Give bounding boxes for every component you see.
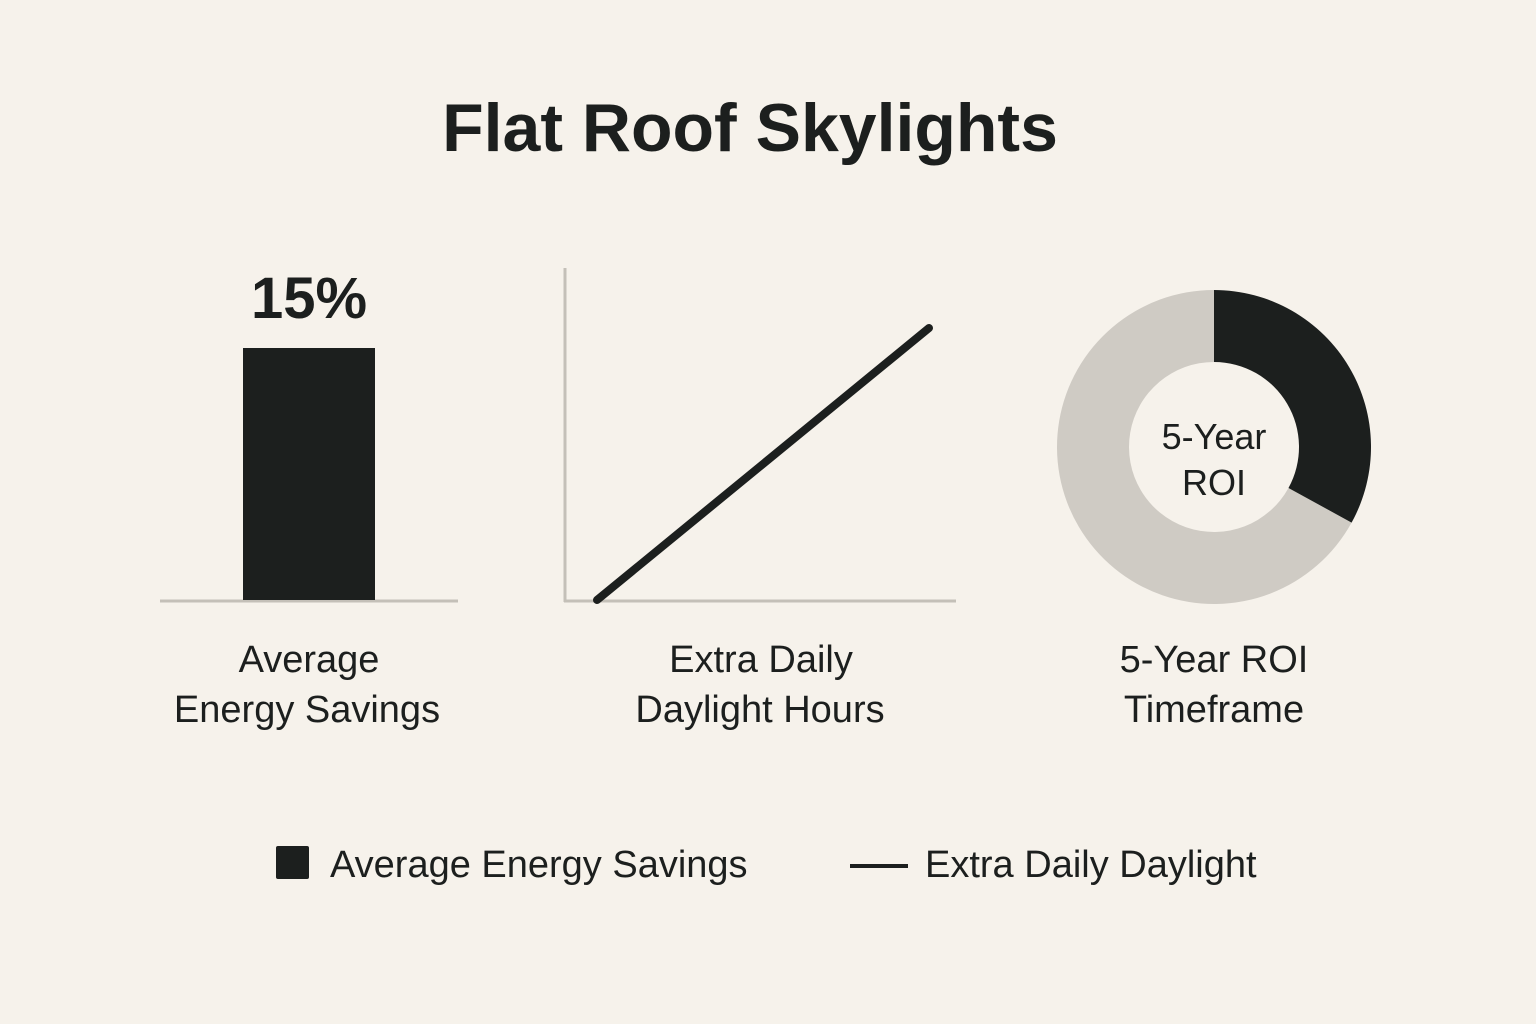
donut-slice-light (1057, 290, 1352, 604)
legend-square-marker (276, 846, 309, 879)
chart-title: Flat Roof Skylights (442, 90, 1058, 166)
line-caption-line1: Extra Daily (669, 639, 853, 681)
legend-item-energy-savings: Average Energy Savings (330, 844, 748, 886)
line-chart: Extra Daily Daylight Hours (563, 268, 956, 731)
bar-average-energy-savings (243, 348, 375, 600)
bar-chart: 15% Average Energy Savings (160, 266, 458, 731)
bar-caption-line2: Energy Savings (174, 689, 440, 731)
donut-chart: 5-Year ROI 5-Year ROI Timeframe (1057, 290, 1372, 731)
donut-center-label-line1: 5-Year (1162, 416, 1267, 457)
legend-item-extra-daylight: Extra Daily Daylight (925, 844, 1257, 886)
bar-caption-line1: Average (239, 639, 380, 681)
line-series-extra-daily-daylight (593, 324, 933, 604)
line-caption-line2: Daylight Hours (635, 689, 884, 731)
donut-caption-line2: Timeframe (1124, 689, 1304, 731)
legend: Average Energy Savings Extra Daily Dayli… (276, 844, 1257, 886)
donut-caption-line1: 5-Year ROI (1120, 639, 1309, 681)
donut-center-label-line2: ROI (1182, 462, 1246, 503)
bar-data-label: 15% (251, 266, 367, 331)
donut-slice-dark (1214, 290, 1372, 523)
